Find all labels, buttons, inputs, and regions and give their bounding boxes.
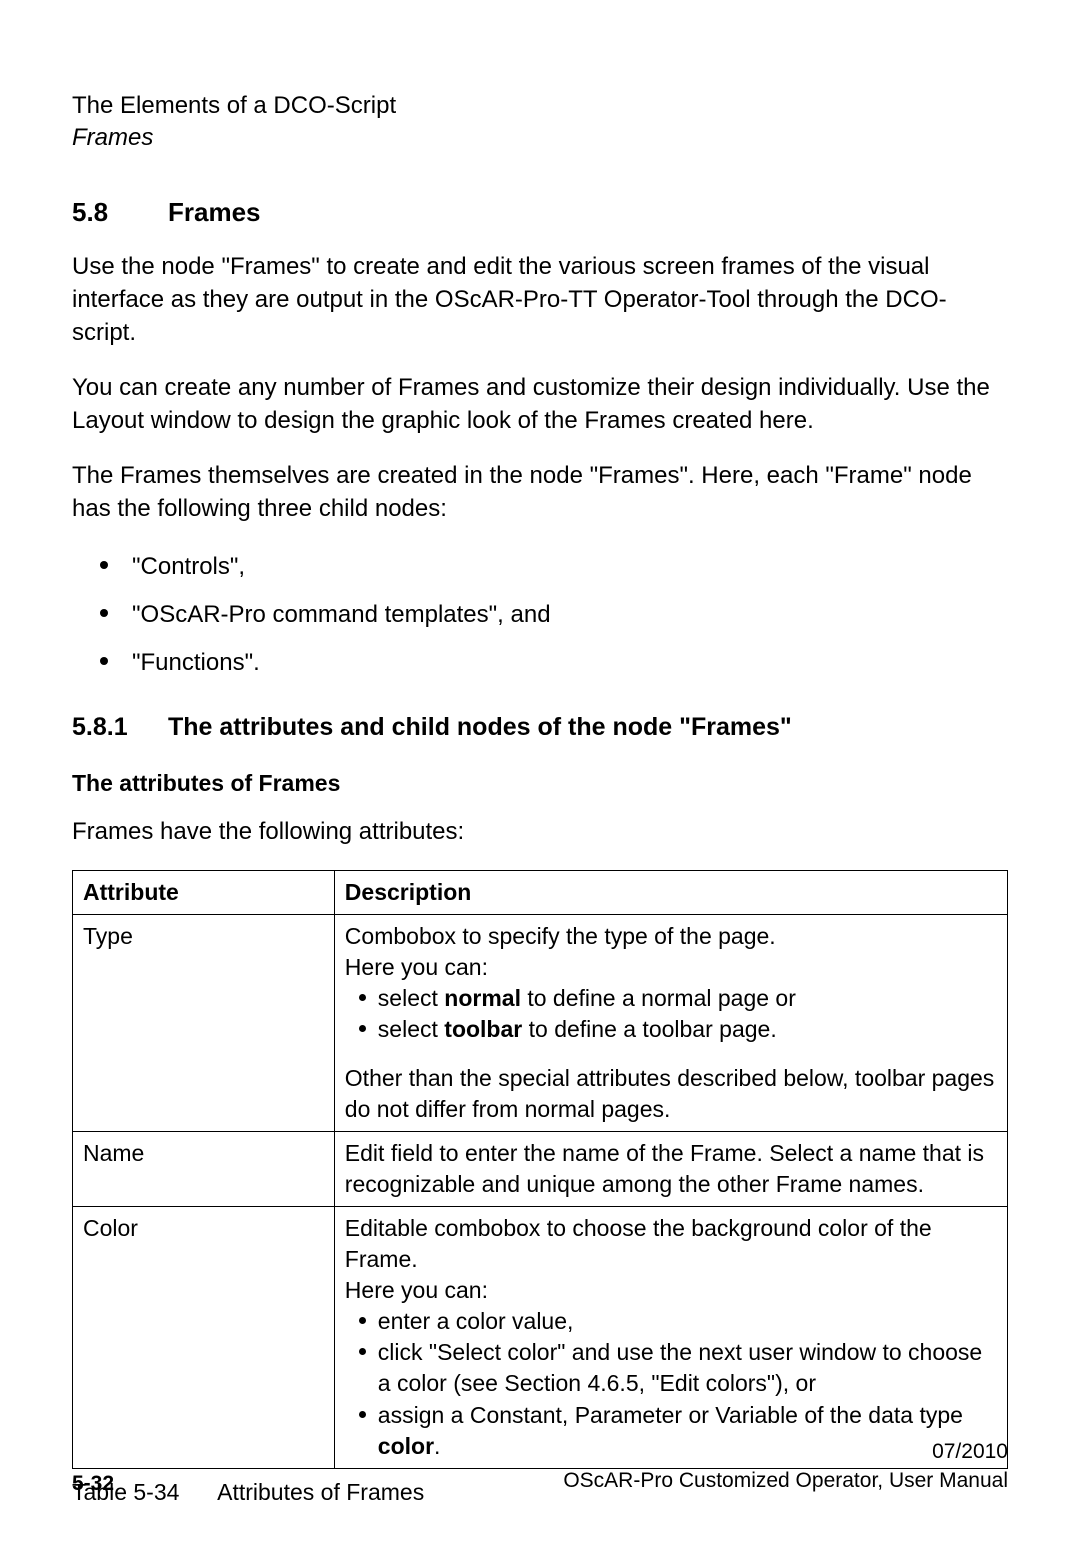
bullet-icon	[100, 609, 108, 617]
section-heading: 5.8 Frames	[72, 197, 1008, 228]
footer-date: 07/2010	[563, 1437, 1008, 1466]
cell-attribute: Color	[73, 1207, 335, 1468]
cell-list-item-text: click "Select color" and use the next us…	[378, 1337, 997, 1399]
chapter-title: The Elements of a DCO-Script	[72, 90, 1008, 122]
chapter-subtitle: Frames	[72, 122, 1008, 154]
bullet-icon	[359, 1317, 366, 1324]
page-footer: 5-32 07/2010 OScAR-Pro Customized Operat…	[72, 1437, 1008, 1496]
cell-attribute: Type	[73, 914, 335, 1131]
table-row: Type Combobox to specify the type of the …	[73, 914, 1008, 1131]
bullet-icon	[359, 1411, 366, 1418]
list-item-text: "Controls",	[132, 548, 245, 586]
bullet-icon	[100, 657, 108, 665]
cell-list-item: select normal to define a normal page or	[345, 983, 997, 1014]
cell-text-line: Other than the special attributes descri…	[345, 1063, 997, 1125]
cell-bullet-list: select normal to define a normal page or…	[345, 983, 997, 1045]
footer-right: 07/2010 OScAR-Pro Customized Operator, U…	[563, 1437, 1008, 1496]
cell-description: Editable combobox to choose the backgrou…	[334, 1207, 1007, 1468]
attributes-table: Attribute Description Type Combobox to sp…	[72, 870, 1008, 1469]
subsection-title: The attributes and child nodes of the no…	[168, 713, 792, 742]
attributes-heading: The attributes of Frames	[72, 770, 1008, 797]
cell-text-line: Here you can:	[345, 952, 997, 983]
cell-attribute: Name	[73, 1132, 335, 1207]
page-container: The Elements of a DCO-Script Frames 5.8 …	[0, 0, 1080, 1566]
bullet-icon	[359, 1025, 366, 1032]
paragraph: The Frames themselves are created in the…	[72, 459, 1008, 525]
bullet-icon	[100, 561, 108, 569]
list-item-text: "OScAR-Pro command templates", and	[132, 596, 551, 634]
cell-text-line: Here you can:	[345, 1275, 997, 1306]
table-header-row: Attribute Description	[73, 870, 1008, 914]
cell-description: Edit field to enter the name of the Fram…	[334, 1132, 1007, 1207]
cell-text-line: Combobox to specify the type of the page…	[345, 921, 997, 952]
cell-list-item: select toolbar to define a toolbar page.	[345, 1014, 997, 1045]
cell-description: Combobox to specify the type of the page…	[334, 914, 1007, 1131]
subsection-heading: 5.8.1 The attributes and child nodes of …	[72, 713, 1008, 742]
cell-list-item-text: select toolbar to define a toolbar page.	[378, 1014, 997, 1045]
bullet-icon	[359, 1348, 366, 1355]
table-row: NameEdit field to enter the name of the …	[73, 1132, 1008, 1207]
table-row: ColorEditable combobox to choose the bac…	[73, 1207, 1008, 1468]
list-item: "Controls",	[72, 548, 1008, 586]
cell-list-item-text: select normal to define a normal page or	[378, 983, 997, 1014]
child-nodes-list: "Controls", "OScAR-Pro command templates…	[72, 548, 1008, 683]
cell-list-item: click "Select color" and use the next us…	[345, 1337, 997, 1399]
paragraph: Frames have the following attributes:	[72, 815, 1008, 848]
page-number: 5-32	[72, 1472, 114, 1496]
column-header-attribute: Attribute	[73, 870, 335, 914]
section-number: 5.8	[72, 197, 128, 228]
subsection-number: 5.8.1	[72, 713, 128, 742]
cell-text-line: Editable combobox to choose the backgrou…	[345, 1213, 997, 1275]
paragraph: You can create any number of Frames and …	[72, 371, 1008, 437]
list-item: "OScAR-Pro command templates", and	[72, 596, 1008, 634]
column-header-description: Description	[334, 870, 1007, 914]
bullet-icon	[359, 994, 366, 1001]
footer-doc-title: OScAR-Pro Customized Operator, User Manu…	[563, 1466, 1008, 1495]
section-title: Frames	[168, 197, 261, 228]
cell-list-item-text: enter a color value,	[378, 1306, 997, 1337]
list-item-text: "Functions".	[132, 644, 260, 682]
paragraph: Use the node "Frames" to create and edit…	[72, 250, 1008, 349]
cell-list-item: enter a color value,	[345, 1306, 997, 1337]
list-item: "Functions".	[72, 644, 1008, 682]
